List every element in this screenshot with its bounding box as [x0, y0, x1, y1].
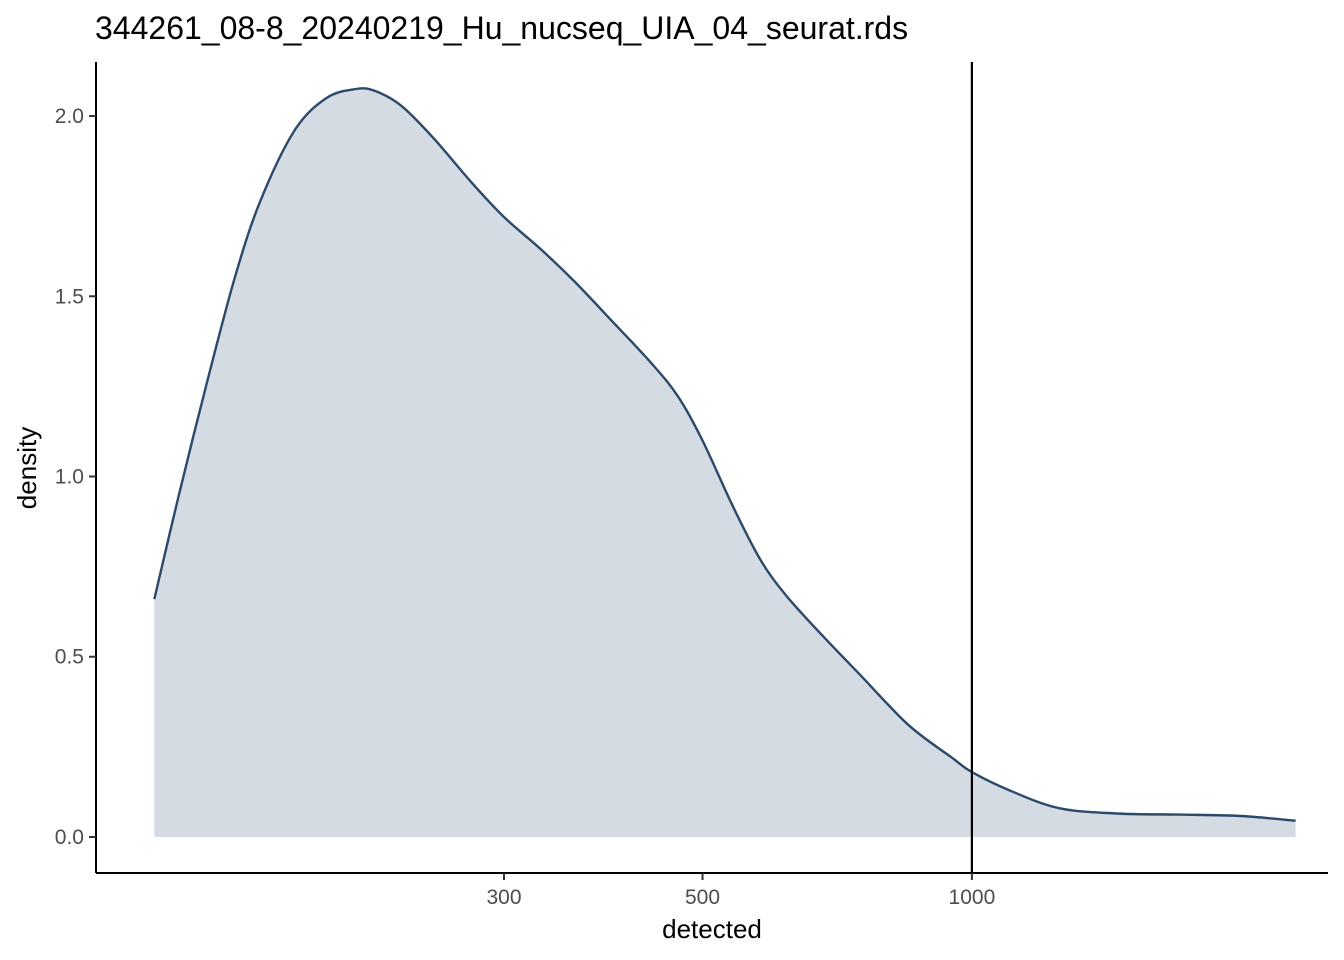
density-area [154, 88, 1296, 838]
y-tick-label: 2.0 [55, 105, 84, 128]
y-tick-label: 1.5 [55, 285, 84, 308]
axes: 0.0 0.5 1.0 1.5 2.0 300 500 1000 [55, 62, 1328, 909]
y-axis-title: density [12, 427, 42, 509]
x-tick-label: 500 [685, 886, 720, 909]
y-tick-label: 0.5 [55, 646, 84, 669]
x-tick-label: 1000 [949, 886, 996, 909]
density-line [153, 87, 1296, 822]
x-axis-title: detected [662, 914, 762, 944]
x-tick-label: 300 [486, 886, 521, 909]
y-tick-label: 0.0 [55, 826, 84, 849]
chart-title: 344261_08-8_20240219_Hu_nucseq_UIA_04_se… [95, 10, 908, 46]
plot-area [153, 62, 1296, 873]
y-tick-label: 1.0 [55, 466, 84, 489]
